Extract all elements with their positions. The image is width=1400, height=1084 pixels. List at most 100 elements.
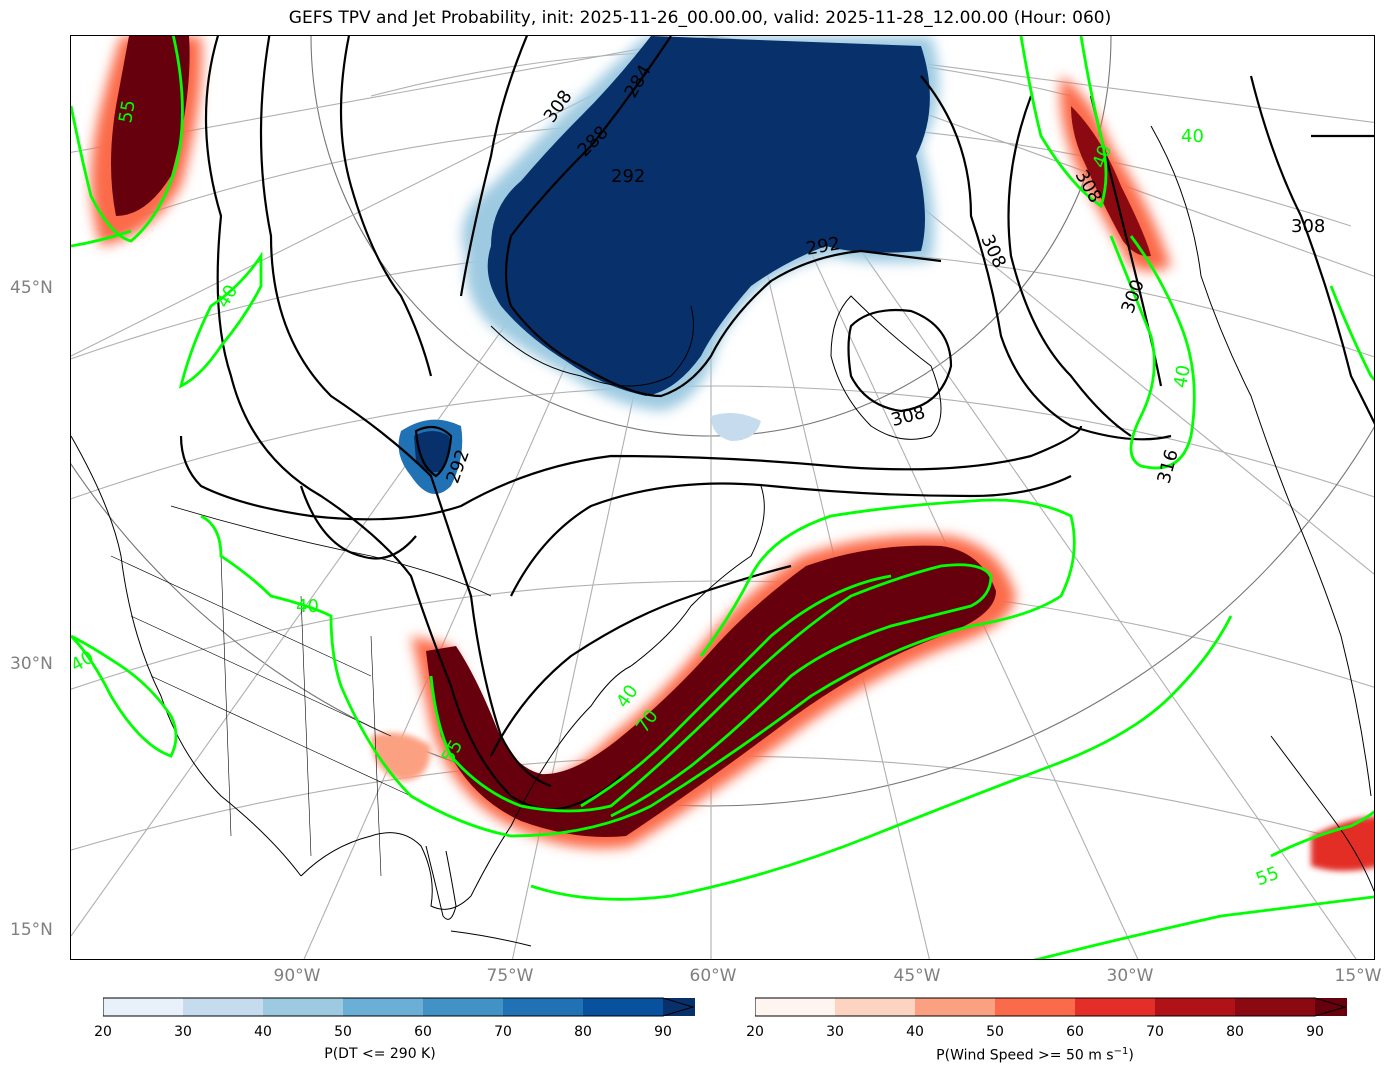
wind-contour-label: 40: [1181, 126, 1204, 147]
dt-colorbar-swatches: [103, 997, 695, 1017]
colorbar-swatch: [183, 998, 263, 1016]
dt-colorbar-label: P(DT <= 290 K): [324, 1046, 436, 1062]
colorbar-tick-label: 30: [174, 1024, 192, 1040]
colorbar-swatch: [755, 998, 835, 1016]
lat-label-30n: 30°N: [10, 654, 53, 674]
wind-contour: [580, 574, 892, 808]
wind-contours: [71, 36, 1374, 959]
map-canvas: [71, 36, 1374, 959]
wind-contour: [71, 634, 178, 758]
wind-contour: [429, 563, 993, 818]
colorbar-arrow-fill: [1315, 998, 1345, 1016]
wind-colorbar-swatches: [755, 997, 1347, 1017]
wind-contour-label: 40: [1170, 363, 1195, 390]
colorbar-swatch: [915, 998, 995, 1016]
colorbar-arrow-fill: [663, 998, 693, 1016]
lon-label-60w: 60°W: [689, 966, 737, 986]
colorbar-swatch: [1155, 998, 1235, 1016]
colorbar-tick-label: 80: [1226, 1024, 1244, 1040]
jet-southeast-blob: [1311, 816, 1374, 871]
wind-contour: [71, 229, 132, 248]
colorbar-swatch: [1235, 998, 1315, 1016]
colorbar-tick-label: 70: [494, 1024, 512, 1040]
wind-contour: [200, 498, 1076, 838]
theta-contour: [1007, 95, 1132, 437]
theta-contour: [1249, 75, 1374, 425]
canada-maritimes: [630, 485, 765, 667]
colorbar-tick-label: 20: [94, 1024, 112, 1040]
wind-contour: [178, 251, 263, 389]
lon-label-45w: 45°W: [893, 966, 941, 986]
colorbar-tick-label: 50: [334, 1024, 352, 1040]
lat-label-15n: 15°N: [10, 920, 53, 940]
greenland-coast: [830, 295, 942, 440]
colorbar-tick-label: 70: [1146, 1024, 1164, 1040]
wind-contour: [1019, 36, 1108, 209]
lon-label-15w: 15°W: [1334, 966, 1382, 986]
tpv-probability-fill: [398, 36, 939, 494]
wind-colorbar-label: P(Wind Speed >= 50 m s−1): [735, 1046, 1335, 1064]
coastlines-and-borders: [71, 125, 1374, 947]
theta-contour: [459, 36, 529, 297]
colorbar-outline: [103, 997, 695, 1017]
map-panel: 308 284 288 292 292 308 308 308 300 292 316 308 55 4…: [70, 35, 1375, 960]
lon-label-75w: 75°W: [486, 966, 534, 986]
theta-contour: [204, 36, 622, 811]
parallel-line: [71, 385, 1374, 500]
lon-label-30w: 30°W: [1106, 966, 1154, 986]
theta-contour: [510, 475, 1072, 597]
wind-contour-label: 55: [115, 98, 140, 125]
colorbar-tick-label: 40: [254, 1024, 272, 1040]
figure-title: GEFS TPV and Jet Probability, init: 2025…: [288, 8, 1112, 28]
wind-colorbar-label-end: ): [1128, 1047, 1134, 1064]
lat-label-45n: 45°N: [10, 278, 53, 298]
wind-colorbar-label-text: P(Wind Speed >= 50 m s: [936, 1047, 1114, 1064]
europe-coast: [1150, 125, 1372, 797]
wind-contour: [1109, 235, 1196, 470]
colorbar-tick-label: 60: [414, 1024, 432, 1040]
lon-label-90w: 90°W: [273, 966, 321, 986]
colorbar-swatch: [343, 998, 423, 1016]
colorbar-tick-label: 20: [746, 1024, 764, 1040]
theta-contour: [490, 564, 792, 757]
colorbar-tick-label: 90: [654, 1024, 672, 1040]
florida: [425, 845, 457, 920]
theta-contour-label: 292: [611, 166, 646, 187]
colorbar-swatch: [1075, 998, 1155, 1016]
canada-us-border: [170, 505, 492, 597]
theta-contour-label: 308: [1291, 216, 1326, 237]
wind-colorbar: [755, 996, 1347, 1018]
gulf-coast: [300, 832, 472, 910]
theta-greenland-loop: [847, 308, 953, 413]
north-america-west-coast: [71, 435, 302, 877]
colorbar-tick-label: 30: [826, 1024, 844, 1040]
dt-colorbar: [103, 996, 695, 1018]
colorbar-swatch: [423, 998, 503, 1016]
colorbar-tick-label: 80: [574, 1024, 592, 1040]
jet-main-core: [426, 545, 996, 837]
colorbar-outline: [755, 997, 1347, 1017]
cuba: [450, 930, 532, 947]
us-east-coast: [470, 665, 632, 897]
theta-contour: [920, 75, 1172, 441]
wind-contour: [1270, 810, 1374, 858]
colorbar-swatch: [503, 998, 583, 1016]
wind-colorbar-label-sup: −1: [1113, 1046, 1129, 1057]
colorbar-tick-label: 40: [906, 1024, 924, 1040]
colorbar-swatch: [583, 998, 663, 1016]
africa-coast: [1270, 735, 1374, 893]
colorbar-swatch: [835, 998, 915, 1016]
theta-tpv-contour: [504, 36, 942, 398]
theta-contour: [339, 36, 433, 377]
wind-contour: [71, 36, 184, 243]
theta-contour: [299, 485, 417, 560]
theta-tpv-small: [414, 425, 453, 478]
wind-contour-label: 40: [296, 596, 319, 617]
us-state-lines: [110, 555, 412, 877]
theta-contours: [179, 36, 1374, 811]
colorbar-tick-label: 90: [1306, 1024, 1324, 1040]
theta-contour: [179, 425, 1083, 521]
theta-contour: [259, 36, 552, 788]
colorbar-swatch: [263, 998, 343, 1016]
colorbar-swatch: [995, 998, 1075, 1016]
